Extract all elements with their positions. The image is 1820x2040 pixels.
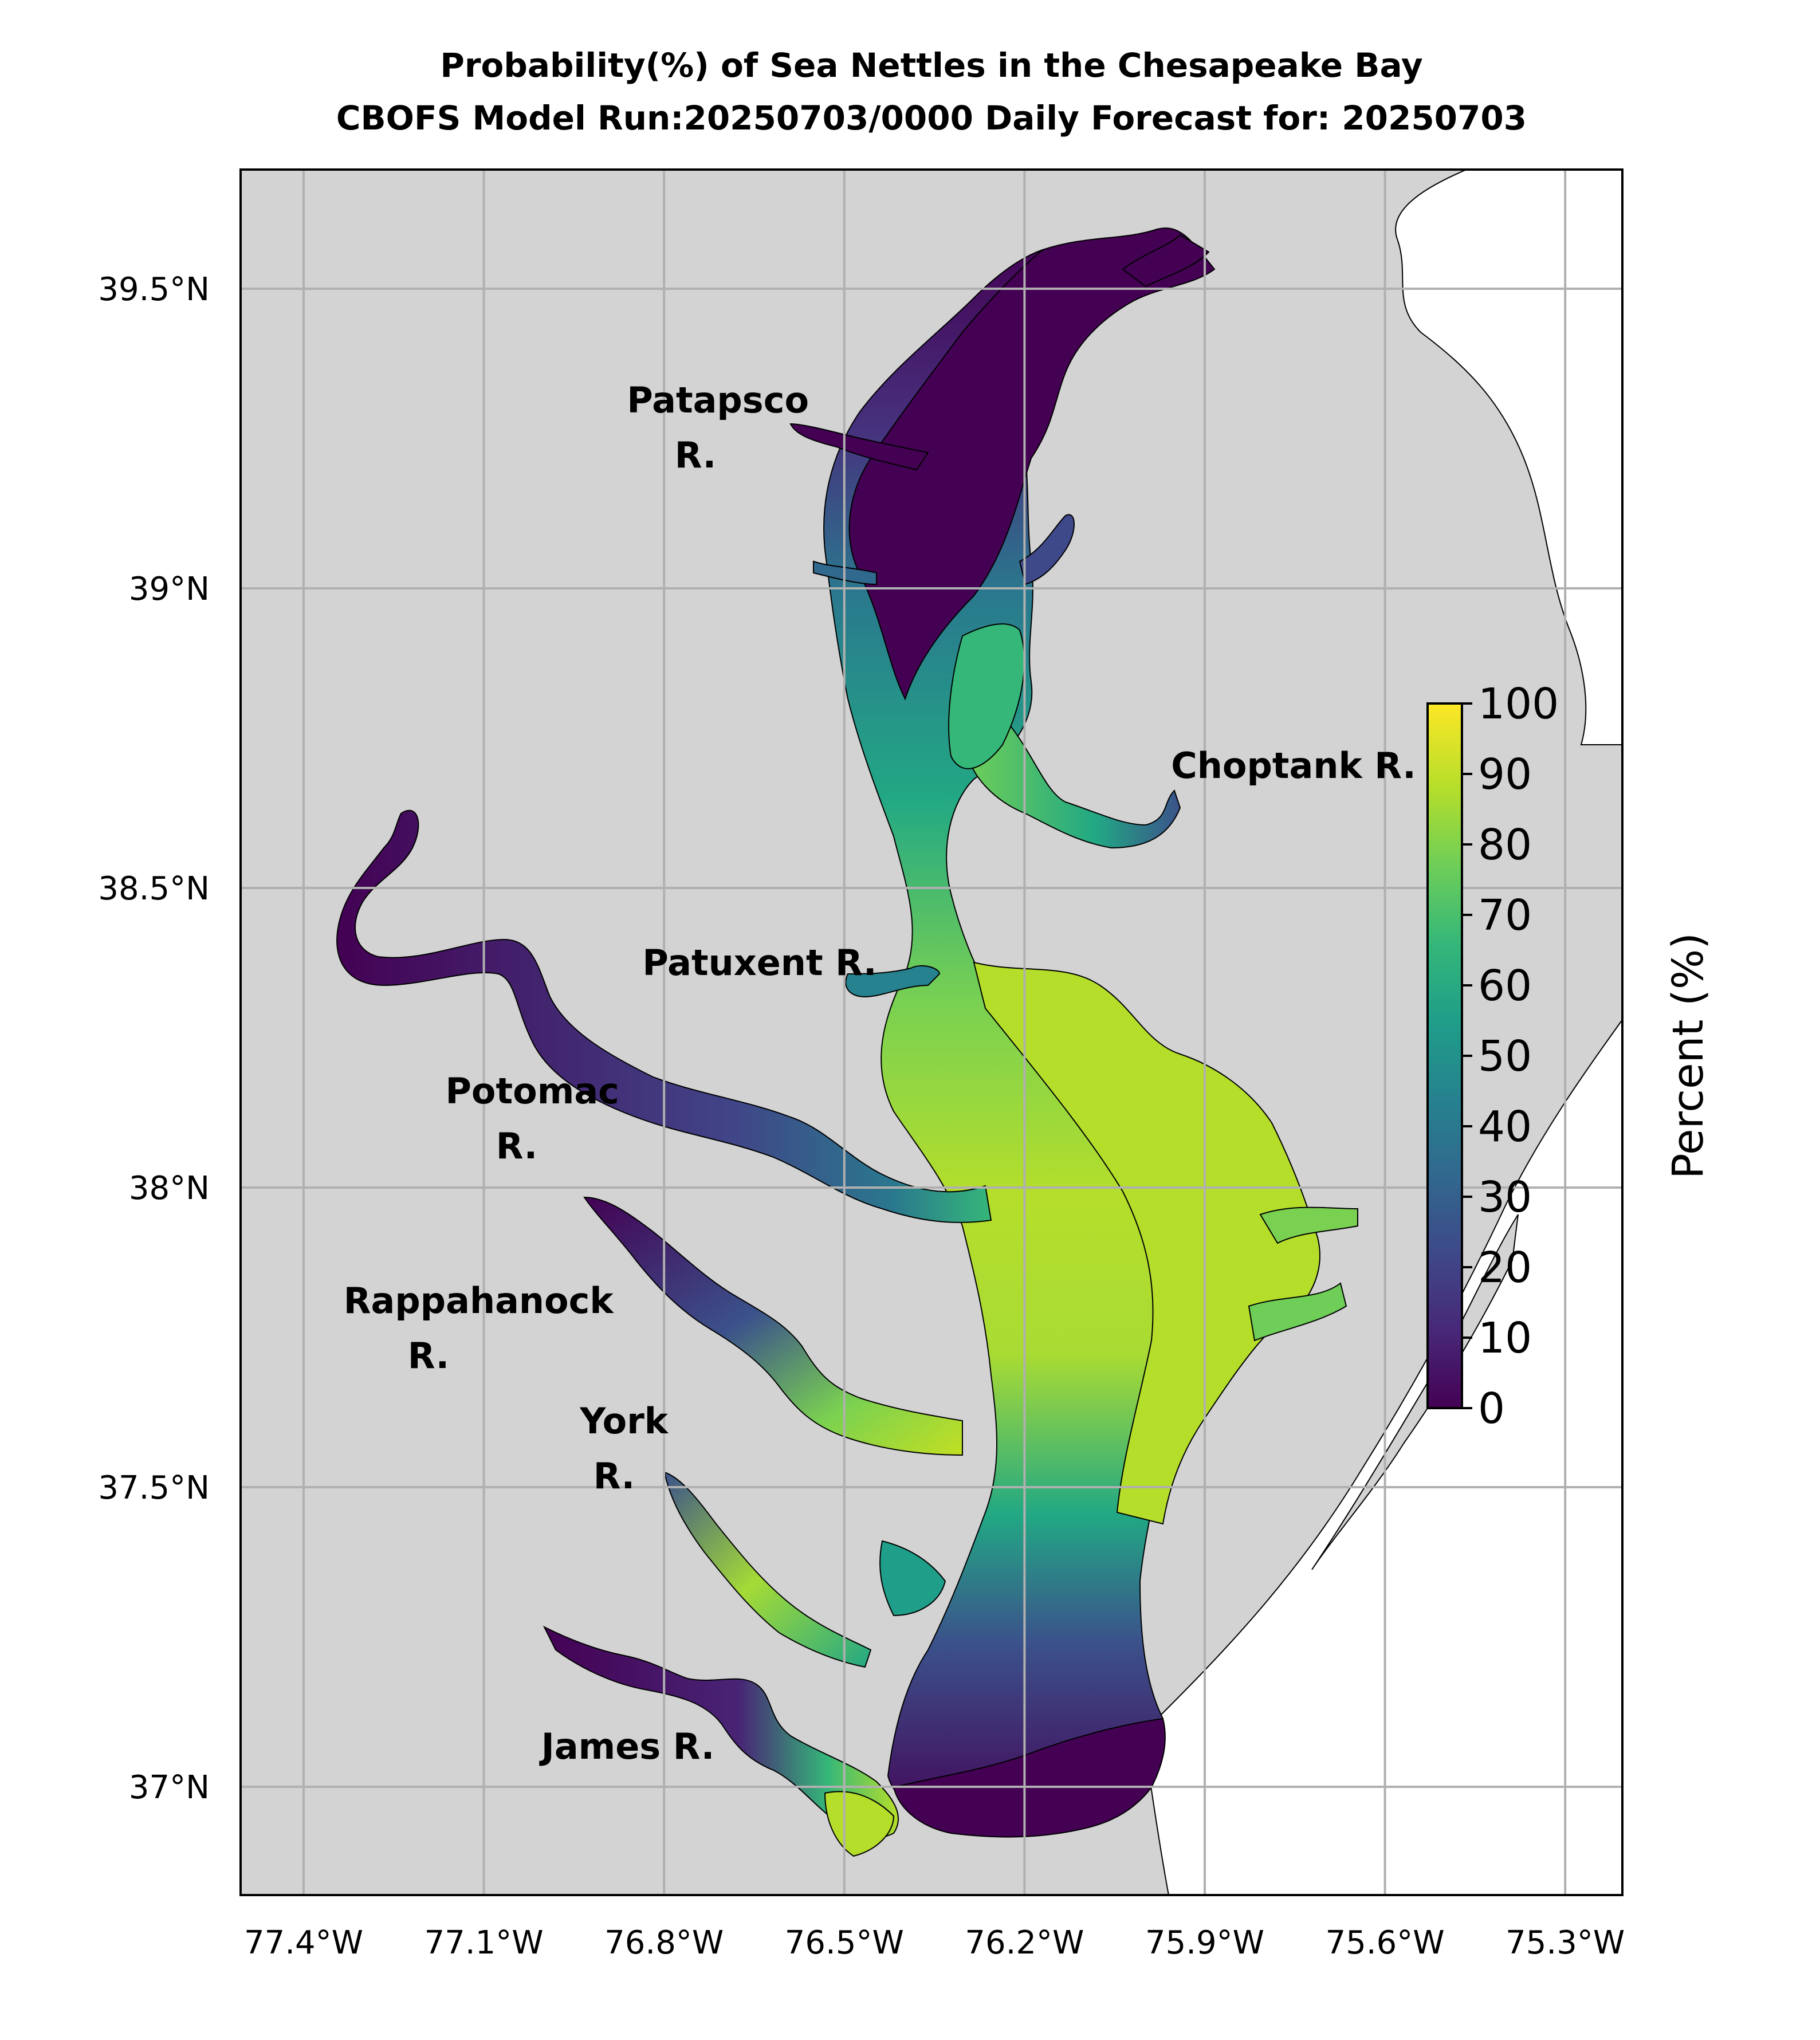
river-label-york-line1: York (579, 1400, 669, 1442)
colorbar-tick-label-1: 10 (1478, 1314, 1532, 1363)
lon-tick-label-2: 76.8°W (604, 1924, 724, 1962)
nanticoke-river (1259, 1206, 1358, 1244)
eastern-sound-region (973, 961, 1320, 1525)
river-label-patapsco-line1: Patapsco (627, 379, 809, 421)
river-label-james-line1: James R. (539, 1725, 715, 1767)
potomac-river (336, 809, 992, 1223)
colorbar-tick-label-6: 60 (1478, 961, 1532, 1011)
lat-tick-label-2: 38.5°N (98, 870, 210, 907)
colorbar-ticks: 0 10 20 30 40 50 60 70 80 90 100 (1462, 679, 1559, 1433)
map-gridlines (241, 170, 1622, 1895)
lon-tick-label-0: 77.4°W (244, 1924, 363, 1962)
lat-tick-label-5: 37°N (129, 1769, 210, 1806)
patapsco-river (789, 423, 929, 471)
colorbar-tick-label-2: 20 (1478, 1243, 1532, 1292)
river-label-rappahanock: Rappahanock R. (344, 1280, 626, 1377)
york-river (663, 1471, 872, 1668)
river-label-james: James R. (539, 1725, 715, 1767)
river-label-potomac-line1: Potomac (445, 1070, 619, 1112)
colorbar-tick-label-7: 70 (1478, 891, 1532, 940)
river-label-patapsco: Patapsco R. (627, 379, 821, 476)
lon-tick-label-7: 75.3°W (1505, 1924, 1625, 1962)
colorbar-tick-label-0: 0 (1478, 1384, 1505, 1433)
james-river (543, 1625, 899, 1839)
lon-tick-label-3: 76.5°W (785, 1924, 904, 1962)
map-frame (239, 168, 1624, 1896)
lat-tick-label-4: 37.5°N (98, 1469, 210, 1507)
colorbar: 0 10 20 30 40 50 60 70 80 90 100 Percent (%) (1426, 679, 1713, 1433)
longitude-tick-labels: 77.4°W 77.1°W 76.8°W 76.5°W 76.2°W 75.9°W 75.6… (244, 1924, 1625, 1962)
river-label-york: York R. (579, 1400, 680, 1497)
lon-tick-label-4: 76.2°W (965, 1924, 1084, 1962)
susquehanna-flats (1122, 234, 1210, 288)
lon-tick-label-1: 77.1°W (424, 1924, 544, 1962)
river-label-rappahanock-line1: Rappahanock (344, 1280, 615, 1322)
map-title-line2: CBOFS Model Run:20250703/0000 Daily Fore… (336, 99, 1527, 137)
colorbar-tick-label-10: 100 (1478, 679, 1559, 729)
lon-tick-label-6: 75.6°W (1326, 1924, 1445, 1962)
colorbar-tick-label-5: 50 (1478, 1032, 1532, 1081)
river-label-choptank: Choptank R. (1171, 745, 1416, 787)
river-label-york-line2: R. (593, 1455, 635, 1497)
colorbar-tick-label-8: 80 (1478, 820, 1532, 870)
river-label-potomac-line2: R. (496, 1125, 537, 1167)
eastern-bay (948, 623, 1025, 769)
river-label-potomac: Potomac R. (445, 1070, 631, 1167)
bay-mouth (893, 1717, 1166, 1838)
lon-tick-label-5: 75.9°W (1145, 1924, 1264, 1962)
chester-river (1019, 514, 1075, 585)
upper-bay-head (848, 227, 1216, 701)
lat-tick-label-1: 39°N (129, 571, 210, 608)
map-title-line1: Probability(%) of Sea Nettles in the Che… (440, 46, 1422, 85)
rappahannock-river (583, 1196, 963, 1456)
patuxent-river (845, 965, 941, 998)
latitude-tick-labels: 39.5°N 39°N 38.5°N 38°N 37.5°N 37°N (98, 271, 210, 1806)
map-plot-area (241, 170, 1622, 1895)
lat-tick-label-3: 38°N (129, 1170, 210, 1207)
hampton-roads (824, 1791, 895, 1857)
colorbar-gradient (1426, 702, 1463, 1409)
colorbar-tick-label-3: 30 (1478, 1173, 1532, 1222)
lat-tick-label-0: 39.5°N (98, 271, 210, 308)
river-label-patuxent: Patuxent R. (642, 942, 876, 984)
river-label-patapsco-line2: R. (675, 434, 716, 476)
colorbar-title: Percent (%) (1664, 933, 1713, 1179)
colorbar-tick-label-4: 40 (1478, 1102, 1532, 1151)
pocomoke-sound (1248, 1282, 1347, 1342)
river-label-choptank-line1: Choptank R. (1171, 745, 1416, 787)
river-label-rappahanock-line2: R. (408, 1335, 449, 1377)
mobjack-bay (879, 1540, 946, 1617)
river-label-patuxent-line1: Patuxent R. (642, 942, 876, 984)
river-labels: Patapsco R. Choptank R. Patuxent R. Poto… (344, 379, 1416, 1767)
colorbar-tick-label-9: 90 (1478, 750, 1532, 799)
